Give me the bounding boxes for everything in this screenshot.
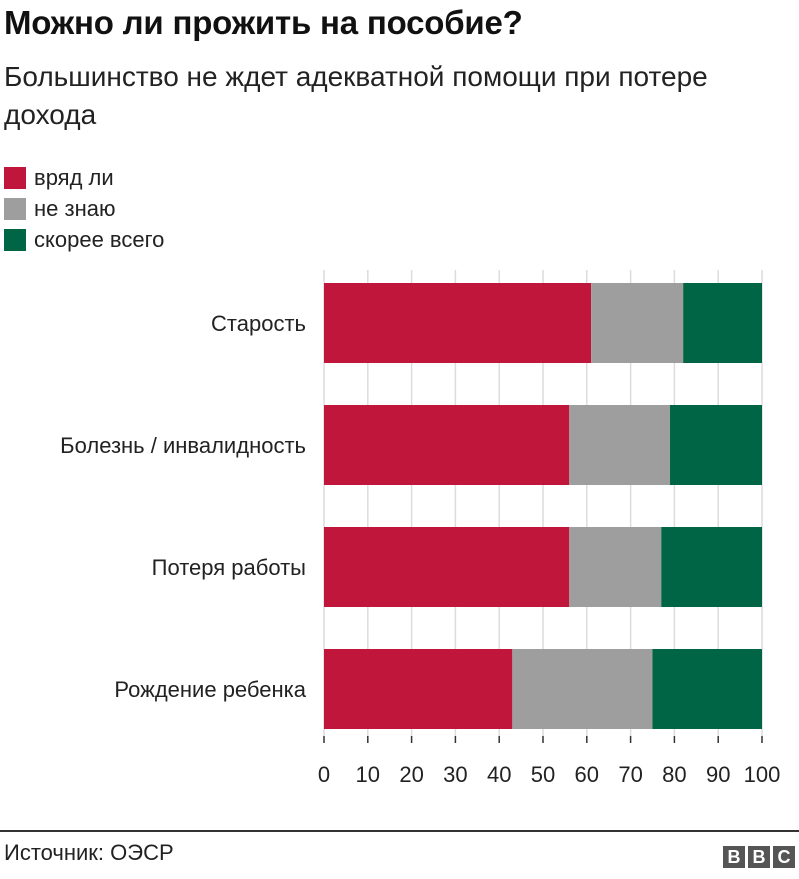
- bar-segment: [661, 527, 762, 607]
- bbc-logo-letter: C: [773, 846, 795, 868]
- stacked-bar-chart: Старость Болезнь / инвалидность Потеря раб…: [60, 270, 781, 787]
- bbc-logo-letter: B: [748, 846, 770, 868]
- category-label: Потеря работы: [152, 555, 306, 580]
- bar-segment: [324, 283, 592, 363]
- tick-label: 40: [487, 762, 511, 787]
- category-label: Болезнь / инвалидность: [60, 433, 306, 458]
- bar-segment: [512, 649, 653, 729]
- tick-label: 70: [618, 762, 642, 787]
- legend-swatch: [4, 228, 26, 251]
- legend-label: не знаю: [34, 195, 116, 221]
- bbc-logo-letter: B: [723, 846, 745, 868]
- tick-label: 0: [318, 762, 330, 787]
- chart-subtitle: Большинство не ждет адекватной помощи пр…: [4, 61, 708, 130]
- footer-divider: [0, 830, 799, 832]
- legend-swatch: [4, 166, 26, 189]
- legend-label: скорее всего: [34, 226, 165, 252]
- tick-label: 90: [706, 762, 730, 787]
- tick-label: 50: [531, 762, 555, 787]
- legend-label: вряд ли: [34, 164, 114, 190]
- bar-segment: [324, 527, 570, 607]
- source-note: Источник: ОЭСР: [4, 840, 174, 865]
- tick-label: 30: [443, 762, 467, 787]
- tick-label: 80: [662, 762, 686, 787]
- bar-segment: [591, 283, 684, 363]
- tick-label: 10: [356, 762, 380, 787]
- chart-title: Можно ли прожить на пособие?: [4, 4, 523, 41]
- bar-segment: [324, 405, 570, 485]
- bar-segment: [324, 649, 513, 729]
- bar-segment: [683, 283, 762, 363]
- category-label: Старость: [211, 311, 306, 336]
- legend-swatch: [4, 197, 26, 220]
- bar-segment: [670, 405, 762, 485]
- tick-label: 60: [575, 762, 599, 787]
- tick-label: 20: [399, 762, 423, 787]
- legend: вряд ли не знаю скорее всего: [4, 162, 164, 255]
- bar-segment: [569, 405, 671, 485]
- legend-item: скорее всего: [4, 224, 164, 255]
- bbc-logo: B B C: [723, 846, 795, 868]
- legend-item: не знаю: [4, 193, 164, 224]
- bar-segment: [652, 649, 762, 729]
- bar-segment: [569, 527, 662, 607]
- tick-label: 100: [744, 762, 781, 787]
- category-label: Рождение ребенка: [114, 677, 306, 702]
- legend-item: вряд ли: [4, 162, 164, 193]
